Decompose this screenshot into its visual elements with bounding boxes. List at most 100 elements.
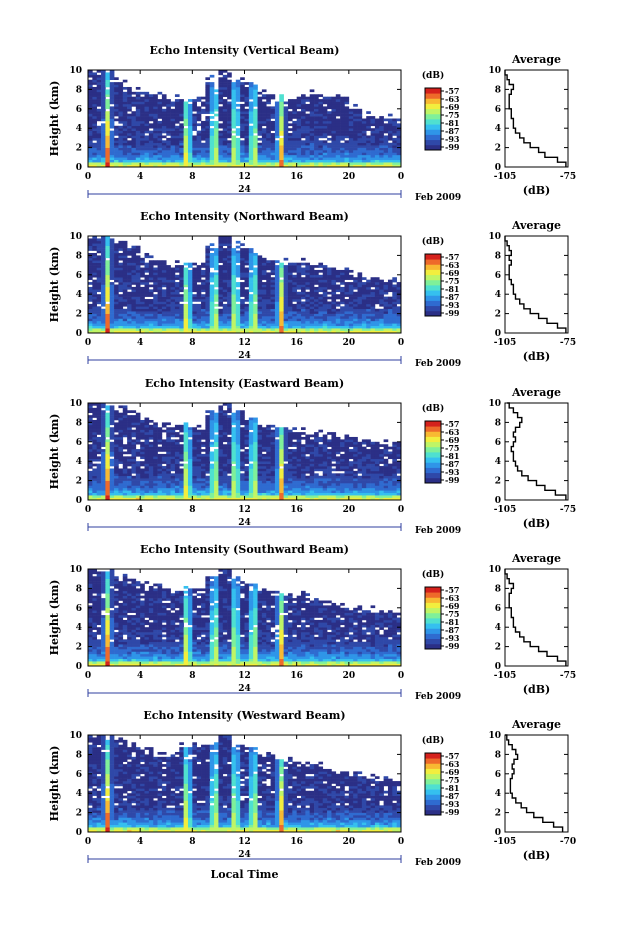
heatmap-cell <box>292 308 297 312</box>
heatmap-cell <box>170 289 176 293</box>
heatmap-cell <box>331 103 337 107</box>
heatmap-cell <box>322 284 328 288</box>
heatmap-cell <box>392 152 397 156</box>
heatmap-cell <box>227 236 232 239</box>
heatmap-cell <box>148 130 154 134</box>
heatmap-cell <box>379 318 384 322</box>
heatmap-cell <box>118 272 124 276</box>
heatmap-cell <box>348 301 354 305</box>
heatmap-cell <box>114 286 119 290</box>
heatmap-cell <box>296 277 302 280</box>
heatmap-cell <box>170 274 176 278</box>
heatmap-cell <box>274 120 280 124</box>
heatmap-cell <box>331 291 337 295</box>
heatmap-cell <box>114 133 119 136</box>
heatmap-cell <box>374 137 380 141</box>
heatmap-cell <box>257 284 263 288</box>
heatmap-cell <box>209 279 215 283</box>
heatmap-cell <box>205 140 211 144</box>
heatmap-cell <box>118 427 124 430</box>
heatmap-cell <box>253 274 258 278</box>
heatmap-cell <box>109 468 115 472</box>
heatmap-cell <box>127 456 132 460</box>
heatmap-cell <box>192 164 197 168</box>
heatmap-cell <box>222 323 228 327</box>
heatmap-cell <box>92 274 97 278</box>
heatmap-cell <box>305 150 311 153</box>
heatmap-cell <box>209 248 215 251</box>
heatmap-cell <box>92 257 97 261</box>
heatmap-cell <box>105 461 111 464</box>
heatmap-cell <box>88 306 93 310</box>
heatmap-cell <box>344 272 350 276</box>
heatmap-cell <box>161 490 167 494</box>
heatmap-cell <box>92 272 97 276</box>
heatmap-cell <box>179 313 184 317</box>
heatmap-cell <box>353 125 358 129</box>
heatmap-cell <box>387 323 393 327</box>
heatmap-cell <box>279 303 284 307</box>
heatmap-cell <box>248 311 254 314</box>
heatmap-cell <box>218 269 224 273</box>
heatmap-cell <box>322 277 328 280</box>
heatmap-cell <box>270 111 276 114</box>
heatmap-cell <box>140 424 145 428</box>
heatmap-cell <box>283 120 289 124</box>
heatmap-cell <box>344 328 350 331</box>
heatmap-cell <box>166 316 171 319</box>
colorbar-tick-label: -69 <box>445 102 460 112</box>
heatmap-cell <box>92 311 97 314</box>
heatmap-cell <box>92 236 97 239</box>
heatmap-cell <box>392 296 397 300</box>
heatmap-cell <box>109 308 115 312</box>
heatmap-cell <box>344 294 350 297</box>
heatmap-cell <box>348 159 354 163</box>
heatmap-cell <box>179 116 184 119</box>
heatmap-cell <box>135 424 141 428</box>
heatmap-cell <box>196 277 202 280</box>
heatmap-cell <box>131 125 137 129</box>
heatmap-cell <box>96 444 102 447</box>
heatmap-cell <box>240 325 245 329</box>
heatmap-cell <box>353 311 358 314</box>
heatmap-cell <box>301 320 306 324</box>
heatmap-cell <box>279 323 284 327</box>
heatmap-cell <box>101 152 106 156</box>
heatmap-cell <box>222 150 228 153</box>
heatmap-cell <box>140 461 145 464</box>
heatmap-cell <box>322 120 328 124</box>
heatmap-cell <box>314 303 319 307</box>
heatmap-cell <box>88 89 93 93</box>
heatmap-cell <box>348 135 354 139</box>
heatmap-cell <box>118 303 124 307</box>
heatmap-cell <box>192 296 197 300</box>
heatmap-cell <box>270 133 276 136</box>
heatmap-cell <box>148 301 154 305</box>
heatmap-cell <box>318 101 324 105</box>
heatmap-cell <box>105 135 111 139</box>
heatmap-cell <box>222 164 228 168</box>
heatmap-cell <box>222 91 228 95</box>
heatmap-cell <box>209 140 215 144</box>
heatmap-cell <box>183 135 189 139</box>
heatmap-cell <box>127 99 132 102</box>
heatmap-cell <box>266 147 271 151</box>
heatmap-cell <box>109 436 115 440</box>
heatmap-cell <box>122 252 128 256</box>
heatmap-cell <box>274 282 280 285</box>
heatmap-cell <box>205 142 211 146</box>
heatmap-cell <box>140 294 145 297</box>
heatmap-cell <box>92 94 97 97</box>
heatmap-cell <box>248 284 254 288</box>
heatmap-cell <box>240 145 245 148</box>
heatmap-cell <box>361 159 367 163</box>
heatmap-cell <box>127 116 132 119</box>
heatmap-cell <box>244 272 250 276</box>
heatmap-cell <box>205 99 211 102</box>
heatmap-cell <box>205 106 211 110</box>
heatmap-cell <box>131 265 137 268</box>
heatmap-cell <box>92 133 97 136</box>
heatmap-cell <box>248 91 254 95</box>
heatmap-cell <box>105 116 111 119</box>
heatmap-cell <box>283 294 289 297</box>
